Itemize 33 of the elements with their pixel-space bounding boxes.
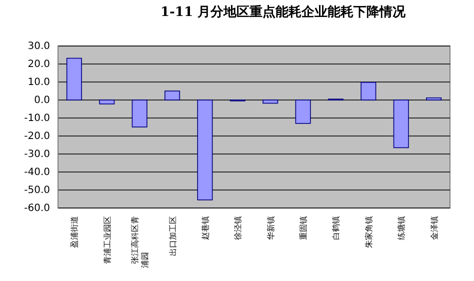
x-tick-label: 华新镇 <box>266 216 276 240</box>
y-tick-label: -10.0 <box>24 113 50 124</box>
x-tick-label: 白鹤镇 <box>332 216 341 240</box>
x-tick-label: 重固镇 <box>299 216 308 240</box>
x-tick-label: 徐泾镇 <box>234 216 243 240</box>
x-tick-label: 练塘镇 <box>397 216 406 240</box>
bar <box>66 58 82 100</box>
x-tick-label: 青浦工业园区 <box>102 216 112 264</box>
x-tick-label: 盈浦街道 <box>70 216 80 248</box>
x-tick-label: 出口加工区 <box>168 216 178 256</box>
y-tick-label: 30.0 <box>28 41 50 52</box>
bar <box>99 100 115 104</box>
chart-title: 1-11 月分地区重点能耗企业能耗下降情况 <box>160 4 407 20</box>
y-tick-label: -50.0 <box>24 185 50 196</box>
x-tick-label: 朱家角镇 <box>364 216 374 248</box>
bar <box>360 82 376 100</box>
bar <box>164 90 180 100</box>
x-tick-label: 赵巷镇 <box>200 216 210 240</box>
x-tick-label: 张江高科区青浦园 <box>130 216 150 268</box>
bar <box>295 100 311 124</box>
y-tick-label: -40.0 <box>24 167 50 178</box>
y-tick-label: -30.0 <box>24 149 50 160</box>
bar <box>132 100 148 128</box>
bar <box>197 100 213 200</box>
y-tick-label: -20.0 <box>24 131 50 142</box>
bar <box>262 100 278 104</box>
y-tick-label: 10.0 <box>28 77 50 88</box>
x-tick-label: 金泽镇 <box>430 216 439 240</box>
bar <box>426 97 442 100</box>
y-tick-label: -60.0 <box>24 203 50 214</box>
bar <box>393 100 409 148</box>
y-tick-label: 20.0 <box>28 59 50 70</box>
y-tick-label: 0.0 <box>34 95 50 106</box>
